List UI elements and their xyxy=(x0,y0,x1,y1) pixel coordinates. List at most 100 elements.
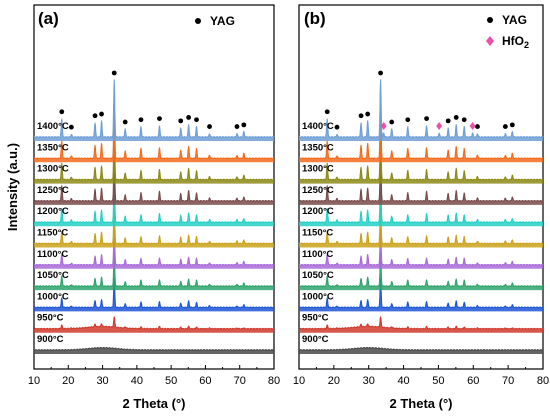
x-tick-label: 60 xyxy=(199,375,211,387)
trace-fill xyxy=(34,278,274,312)
peak-markers-b xyxy=(324,70,515,130)
plot-frame-a xyxy=(33,4,275,370)
x-tick-label: 10 xyxy=(293,375,305,387)
trace-line xyxy=(298,203,544,245)
temperature-label: 1350°C xyxy=(37,142,69,153)
yag-peak-marker xyxy=(207,124,212,129)
temperature-label: 1350°C xyxy=(302,142,334,153)
trace-fill xyxy=(299,347,543,354)
trace-line xyxy=(33,316,275,330)
x-tick-label: 20 xyxy=(62,375,74,387)
x-tick-label: 70 xyxy=(502,375,514,387)
trace-fill xyxy=(34,316,274,333)
yag-peak-marker xyxy=(324,109,330,115)
trace-line xyxy=(33,278,275,309)
temperature-label: 1050°C xyxy=(37,270,69,281)
yag-peak-marker xyxy=(445,118,451,124)
trace-line xyxy=(33,154,275,202)
temperature-labels-b: 900°C 950°C 1000°C 1050°C 1100°C 1150°C 1200°C… xyxy=(302,121,334,345)
yag-peak-marker xyxy=(502,124,508,129)
legend-yag-label-b: YAG xyxy=(502,13,527,27)
traces-b xyxy=(298,79,544,354)
panel-b: (b) YAG HfO2 900°C 950°C 1000°C 1050°C 1100°… xyxy=(293,4,549,411)
panel-label-b: (b) xyxy=(304,9,326,28)
trace-line xyxy=(298,103,544,160)
x-tick-label: 20 xyxy=(328,375,340,387)
x-tick-label: 80 xyxy=(268,375,280,387)
yag-peak-marker xyxy=(92,113,98,119)
legend-a: YAG xyxy=(195,14,235,28)
yag-peak-marker xyxy=(122,119,128,125)
temperature-labels-a: 900°C 950°C 1000°C 1050°C 1100°C 1150°C 1200°C… xyxy=(37,121,69,345)
trace-fill xyxy=(34,347,274,354)
trace-fill xyxy=(34,104,274,163)
x-tick-label: 70 xyxy=(234,375,246,387)
yag-peak-marker xyxy=(68,124,74,130)
x-tick-label: 60 xyxy=(467,375,479,387)
trace-line xyxy=(298,253,544,287)
yag-peak-marker xyxy=(111,70,117,76)
traces-a xyxy=(33,79,275,354)
legend-yag-marker-a xyxy=(195,18,201,24)
x-axis-b: 10 20 30 40 50 60 70 80 xyxy=(293,365,549,387)
panel-label-a: (a) xyxy=(38,9,59,28)
temperature-label: 1200°C xyxy=(302,206,334,217)
temperature-label: 1150°C xyxy=(37,228,68,239)
temperature-label: 950°C xyxy=(37,313,64,324)
yag-peak-marker xyxy=(138,117,144,123)
trace-line xyxy=(298,346,544,351)
trace-line xyxy=(33,346,275,351)
trace-line xyxy=(298,79,544,138)
temperature-label: 1100°C xyxy=(302,249,333,260)
temperature-label: 900°C xyxy=(37,334,64,345)
temperature-label: 1000°C xyxy=(37,291,69,302)
yag-peak-marker xyxy=(453,115,459,120)
legend-hfo2-marker xyxy=(486,36,494,46)
temperature-label: 1050°C xyxy=(302,270,334,281)
temperature-label: 1300°C xyxy=(302,164,334,175)
x-axis-a: 10 20 30 40 50 60 70 80 xyxy=(28,365,280,387)
temperature-label: 900°C xyxy=(302,334,329,345)
trace-fill xyxy=(34,79,274,141)
trace-fill xyxy=(299,229,543,269)
legend-hfo2-text: HfO xyxy=(502,34,524,48)
yag-peak-marker xyxy=(157,116,162,121)
legend-hfo2-subscript: 2 xyxy=(524,40,529,50)
trace-fill xyxy=(34,253,274,291)
yag-peak-marker xyxy=(378,70,383,76)
trace-line xyxy=(298,316,544,330)
yag-peak-marker xyxy=(186,115,192,120)
temperature-label: 1000°C xyxy=(302,291,334,302)
yag-peak-marker xyxy=(475,124,480,129)
legend-yag-label-a: YAG xyxy=(210,14,235,28)
x-tick-label: 30 xyxy=(96,375,108,387)
hfo2-peak-marker xyxy=(380,122,387,130)
temperature-label: 950°C xyxy=(302,313,329,324)
trace-line xyxy=(298,278,544,309)
temperature-label: 1400°C xyxy=(37,121,69,132)
x-tick-label: 30 xyxy=(363,375,375,387)
y-axis-title: Intensity (a.u.) xyxy=(5,143,20,231)
yag-peak-marker xyxy=(365,111,371,117)
temperature-label: 1300°C xyxy=(37,164,69,175)
temperature-label: 1200°C xyxy=(37,206,69,217)
x-tick-label: 50 xyxy=(165,375,177,387)
yag-peak-marker xyxy=(99,111,104,117)
trace-fill xyxy=(299,278,543,312)
trace-line xyxy=(33,129,275,181)
legend-yag-marker-b xyxy=(487,17,493,23)
temperature-label: 1250°C xyxy=(37,185,69,196)
peak-markers-a xyxy=(59,70,247,130)
yag-peak-marker xyxy=(234,124,240,129)
x-tick-label: 80 xyxy=(537,375,549,387)
trace-line xyxy=(298,228,544,266)
trace-fill xyxy=(299,104,543,163)
x-axis-title-a: 2 Theta (°) xyxy=(123,396,186,411)
yag-peak-marker xyxy=(194,117,199,123)
trace-fill xyxy=(299,316,543,333)
trace-line xyxy=(298,129,544,181)
yag-peak-marker xyxy=(461,117,467,123)
trace-fill xyxy=(299,253,543,291)
trace-fill xyxy=(34,229,274,269)
